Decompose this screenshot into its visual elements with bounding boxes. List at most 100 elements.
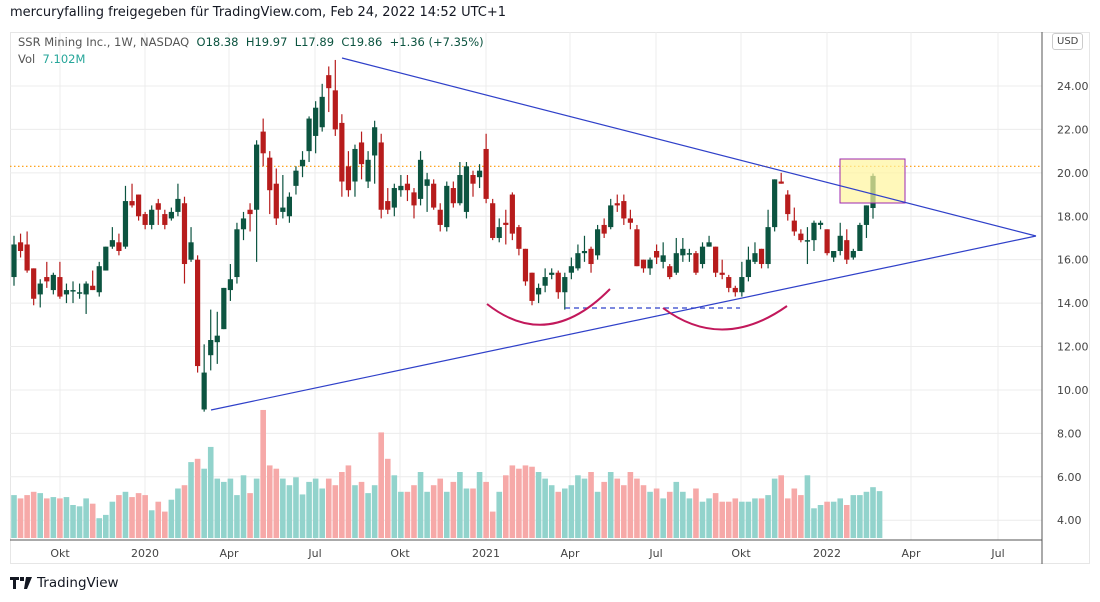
logo-text: TradingView bbox=[37, 575, 119, 591]
volume-bar bbox=[739, 501, 745, 538]
volume-bar bbox=[273, 468, 280, 538]
candle-body bbox=[332, 90, 338, 130]
volume-bar bbox=[286, 485, 293, 538]
volume-bar bbox=[653, 488, 660, 538]
candle-body bbox=[837, 235, 843, 251]
price-tick-label: 22.00 bbox=[1057, 123, 1089, 136]
volume-bar bbox=[391, 475, 398, 538]
volume-bar bbox=[535, 472, 542, 538]
candle-body bbox=[765, 227, 771, 265]
candle-body bbox=[608, 205, 614, 228]
candle-body bbox=[149, 209, 155, 225]
volume-bar bbox=[306, 481, 312, 538]
candle-body bbox=[529, 272, 535, 301]
candle-body bbox=[719, 272, 725, 275]
currency-button[interactable]: USD bbox=[1052, 33, 1084, 50]
volume-bar bbox=[627, 472, 634, 538]
volume-bar bbox=[234, 495, 240, 538]
time-tick-label: Apr bbox=[219, 547, 239, 560]
volume-bar bbox=[155, 501, 162, 538]
candle-body bbox=[135, 194, 142, 217]
candle-body bbox=[227, 279, 233, 291]
chart-panel[interactable] bbox=[10, 32, 1090, 564]
volume-bar bbox=[489, 511, 496, 538]
volume-bar bbox=[745, 501, 752, 538]
volume-bar bbox=[588, 472, 594, 538]
candle-body bbox=[260, 131, 266, 154]
volume-bar bbox=[824, 501, 830, 538]
candle-body bbox=[352, 148, 358, 182]
price-tick-label: 14.00 bbox=[1057, 297, 1089, 310]
volume-bar bbox=[365, 493, 371, 538]
tradingview-logo[interactable]: TradingView bbox=[10, 575, 119, 591]
volume-bar bbox=[109, 501, 116, 538]
candle-body bbox=[804, 240, 811, 242]
volume-bar bbox=[37, 493, 44, 538]
volume-bar bbox=[555, 491, 562, 538]
volume-bar bbox=[384, 458, 391, 538]
candle-body bbox=[90, 285, 96, 291]
candle-body bbox=[37, 283, 43, 295]
volume-bar bbox=[680, 491, 686, 538]
candle-body bbox=[568, 266, 574, 273]
candle-body bbox=[863, 205, 870, 225]
volume-bar bbox=[752, 498, 758, 538]
candle-body bbox=[627, 218, 633, 223]
volume-bar bbox=[89, 503, 96, 538]
volume-bar bbox=[11, 495, 17, 538]
candle-body bbox=[168, 211, 174, 219]
candle-body bbox=[686, 253, 692, 255]
candle-body bbox=[17, 242, 24, 251]
candle-body bbox=[306, 118, 312, 152]
volume-bar bbox=[850, 495, 857, 538]
volume-bar bbox=[699, 501, 706, 538]
price-tick-label: 8.00 bbox=[1057, 427, 1082, 440]
candle-body bbox=[693, 253, 699, 273]
candle-body bbox=[699, 246, 706, 265]
symbol-name[interactable]: SSR Mining Inc., 1W, NASDAQ bbox=[18, 35, 190, 49]
candle-body bbox=[535, 287, 542, 295]
candle-body bbox=[562, 277, 568, 293]
candle-body bbox=[214, 335, 220, 343]
candle-body bbox=[667, 266, 673, 278]
time-tick-label: Apr bbox=[560, 547, 580, 560]
volume-bar bbox=[50, 497, 57, 538]
volume-bar bbox=[398, 491, 404, 538]
volume-bar bbox=[70, 505, 76, 538]
volume-bar bbox=[325, 478, 332, 538]
candle-body bbox=[313, 107, 319, 136]
volume-bar bbox=[83, 498, 89, 538]
candle-body bbox=[811, 222, 817, 241]
candle-body bbox=[424, 179, 430, 186]
candle-body bbox=[680, 248, 686, 256]
volume-bar bbox=[135, 493, 142, 538]
volume-bar bbox=[575, 475, 581, 538]
candle-body bbox=[391, 188, 397, 208]
ohlc-low: L17.89 bbox=[294, 35, 335, 49]
volume-bar bbox=[424, 491, 430, 538]
candle-body bbox=[463, 166, 470, 212]
ohlc-change: +1.36 (+7.35%) bbox=[389, 35, 484, 49]
volume-bar bbox=[17, 498, 24, 538]
volume-label: Vol bbox=[18, 52, 36, 66]
volume-bar bbox=[778, 475, 784, 538]
volume-bar bbox=[719, 501, 725, 538]
time-tick-label: Okt bbox=[731, 547, 751, 560]
candle-body bbox=[490, 203, 496, 238]
candle-body bbox=[798, 233, 804, 241]
volume-bar bbox=[437, 478, 444, 538]
volume-bar bbox=[765, 495, 771, 538]
volume-bar bbox=[496, 491, 503, 538]
candle-body bbox=[673, 253, 679, 273]
volume-bar bbox=[358, 481, 365, 538]
volume-bar bbox=[483, 481, 489, 538]
candle-body bbox=[713, 246, 719, 273]
candle-body bbox=[339, 122, 345, 182]
price-tick-label: 4.00 bbox=[1057, 514, 1082, 527]
candle-body bbox=[778, 181, 784, 184]
volume-bar bbox=[666, 491, 673, 538]
volume-bar bbox=[103, 514, 109, 538]
candle-body bbox=[57, 277, 63, 297]
volume-bar bbox=[640, 485, 647, 538]
